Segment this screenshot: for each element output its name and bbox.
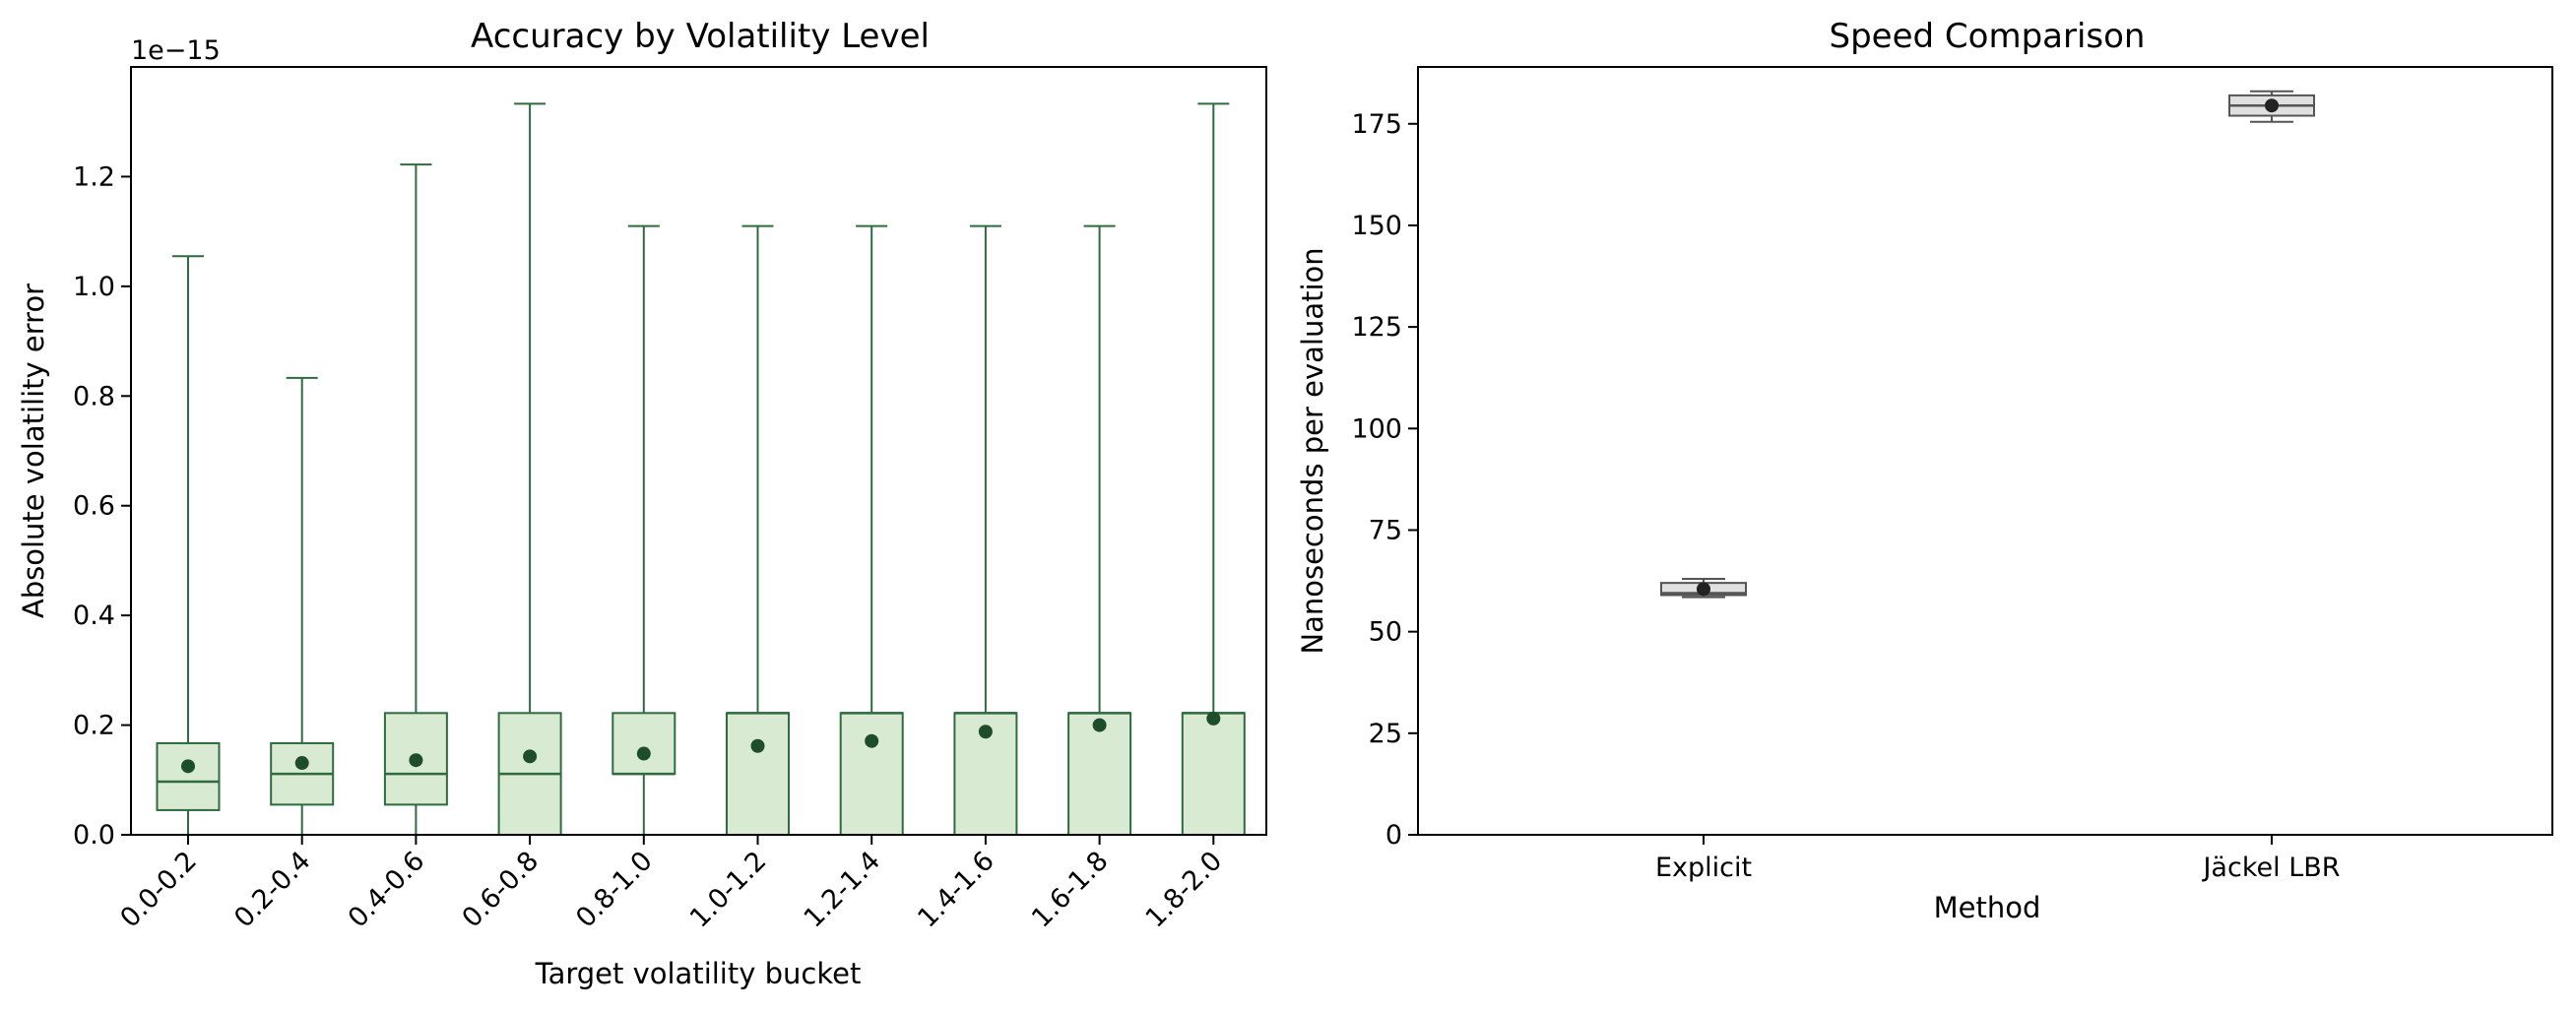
- accuracy-xtick-label: 0.8-1.0: [570, 846, 659, 934]
- accuracy-mean-marker: [750, 738, 765, 753]
- accuracy-xtick-label: 1.2-1.4: [799, 846, 887, 934]
- speed-y-ticks: 0 25 50 75 100 125 150 175: [1351, 109, 1418, 851]
- accuracy-mean-marker: [409, 753, 423, 768]
- accuracy-ytick-label: 1.0: [73, 272, 115, 302]
- speed-chart-marks: [1660, 90, 2315, 599]
- accuracy-chart: Accuracy by Volatility Level 1e−15 0.00.…: [17, 17, 1267, 990]
- accuracy-iqr-box: [726, 712, 790, 836]
- speed-ytick-label: 125: [1351, 312, 1402, 343]
- accuracy-xtick-label: 1.0-1.2: [684, 846, 773, 934]
- speed-ytick-label: 0: [1385, 820, 1402, 851]
- accuracy-box-4: [497, 102, 562, 836]
- accuracy-ytick-label: 1.2: [73, 161, 115, 192]
- accuracy-box-5: [612, 224, 676, 836]
- accuracy-xtick-label: 0.6-0.8: [457, 846, 546, 934]
- speed-mean-marker: [2265, 98, 2279, 113]
- accuracy-mean-marker: [978, 725, 993, 739]
- accuracy-y-ticks: 0.0 0.2 0.4 0.6 0.8 1.0 1.2: [73, 161, 131, 851]
- accuracy-iqr-box: [156, 741, 221, 811]
- accuracy-box-3: [383, 163, 448, 836]
- accuracy-box-10: [1181, 102, 1246, 836]
- accuracy-ytick-label: 0.4: [73, 601, 115, 631]
- speed-chart-title: Speed Comparison: [1830, 17, 2146, 56]
- accuracy-mean-marker: [181, 759, 195, 774]
- accuracy-mean-marker: [523, 749, 538, 764]
- speed-ytick-label: 175: [1351, 109, 1402, 140]
- accuracy-iqr-box: [1181, 712, 1246, 836]
- accuracy-mean-marker: [1206, 711, 1221, 726]
- accuracy-ytick-label: 0.6: [73, 491, 115, 522]
- accuracy-y-axis-label: Absolute volatility error: [17, 284, 50, 618]
- accuracy-xtick-label: 1.8-2.0: [1140, 846, 1229, 934]
- accuracy-xtick-label: 1.6-1.8: [1026, 846, 1115, 934]
- accuracy-xtick-label: 0.2-0.4: [228, 846, 317, 934]
- speed-y-axis-label: Nanoseconds per evaluation: [1296, 247, 1329, 654]
- accuracy-chart-title: Accuracy by Volatility Level: [471, 17, 930, 56]
- accuracy-xtick-label: 0.0-0.2: [114, 846, 203, 934]
- accuracy-ytick-label: 0.0: [73, 820, 115, 851]
- accuracy-mean-marker: [636, 746, 651, 761]
- accuracy-plot-frame: [130, 66, 1267, 836]
- speed-ytick-label: 100: [1351, 413, 1402, 444]
- speed-mean-marker: [1697, 582, 1710, 597]
- accuracy-mean-marker: [294, 756, 309, 771]
- speed-ytick-label: 75: [1369, 515, 1402, 545]
- speed-box-2: [2228, 90, 2315, 123]
- accuracy-chart-marks: [156, 102, 1246, 836]
- speed-xtick-label: Jäckel LBR: [2201, 853, 2340, 883]
- accuracy-iqr-box: [612, 712, 676, 776]
- speed-x-axis-label: Method: [1934, 891, 2041, 924]
- speed-x-ticks: Explicit Jäckel LBR: [1655, 835, 2341, 883]
- accuracy-x-ticks: 0.0-0.2 0.2-0.4 0.4-0.6 0.6-0.8 0.8-1.0 1.0-1…: [114, 835, 1228, 934]
- accuracy-box-1: [156, 255, 221, 836]
- speed-ytick-label: 50: [1369, 617, 1402, 648]
- accuracy-iqr-box: [839, 712, 904, 836]
- accuracy-ytick-label: 0.8: [73, 381, 115, 411]
- accuracy-ytick-label: 0.2: [73, 711, 115, 741]
- speed-ytick-label: 25: [1369, 719, 1402, 749]
- speed-plot-frame: [1417, 66, 2553, 836]
- accuracy-box-9: [1067, 224, 1132, 836]
- accuracy-mean-marker: [1092, 718, 1107, 732]
- speed-chart: Speed Comparison 0 25 50 75 100 125 150 175 Exp…: [1296, 17, 2553, 924]
- accuracy-y-offset-label: 1e−15: [131, 35, 221, 66]
- accuracy-xtick-label: 1.4-1.6: [912, 846, 1000, 934]
- speed-box-1: [1660, 578, 1747, 599]
- accuracy-box-2: [270, 376, 335, 836]
- accuracy-box-7: [839, 224, 904, 836]
- accuracy-x-axis-label: Target volatility bucket: [535, 957, 862, 990]
- speed-ytick-label: 150: [1351, 211, 1402, 241]
- accuracy-xtick-label: 0.4-0.6: [343, 846, 431, 934]
- accuracy-box-8: [953, 224, 1018, 836]
- accuracy-box-6: [726, 224, 790, 836]
- accuracy-mean-marker: [865, 733, 879, 748]
- speed-xtick-label: Explicit: [1655, 853, 1752, 883]
